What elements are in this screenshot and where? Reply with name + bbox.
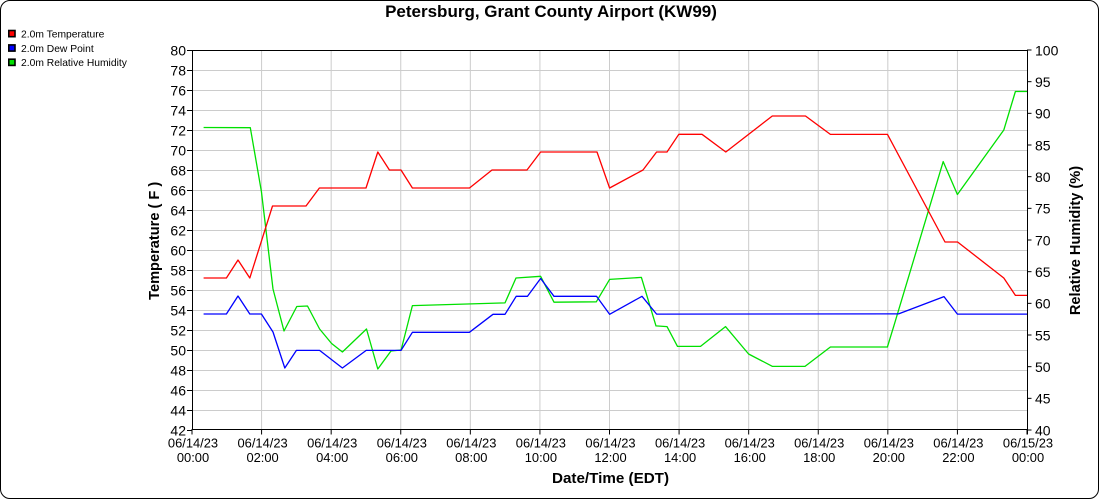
svg-text:76: 76 <box>170 82 186 98</box>
svg-text:50: 50 <box>1035 359 1051 375</box>
svg-text:65: 65 <box>1035 264 1051 280</box>
svg-text:04:00: 04:00 <box>316 450 348 465</box>
svg-text:06/14/23: 06/14/23 <box>933 435 983 450</box>
svg-text:100: 100 <box>1035 42 1059 58</box>
svg-text:68: 68 <box>170 162 186 178</box>
svg-text:06/14/23: 06/14/23 <box>655 435 705 450</box>
svg-text:58: 58 <box>170 262 186 278</box>
svg-text:06:00: 06:00 <box>386 450 418 465</box>
svg-text:06/14/23: 06/14/23 <box>585 435 635 450</box>
svg-text:56: 56 <box>170 282 186 298</box>
svg-text:62: 62 <box>170 222 186 238</box>
svg-text:55: 55 <box>1035 327 1051 343</box>
svg-text:10:00: 10:00 <box>525 450 557 465</box>
svg-text:70: 70 <box>1035 232 1051 248</box>
svg-text:2.0m Relative Humidity: 2.0m Relative Humidity <box>21 58 128 69</box>
svg-text:85: 85 <box>1035 137 1051 153</box>
svg-text:06/14/23: 06/14/23 <box>446 435 496 450</box>
svg-text:06/14/23: 06/14/23 <box>307 435 357 450</box>
svg-text:06/14/23: 06/14/23 <box>377 435 427 450</box>
svg-text:06/14/23: 06/14/23 <box>516 435 566 450</box>
svg-text:70: 70 <box>170 142 186 158</box>
svg-text:06/15/23: 06/15/23 <box>1003 435 1053 450</box>
svg-text:50: 50 <box>170 342 186 358</box>
svg-text:78: 78 <box>170 62 186 78</box>
svg-text:95: 95 <box>1035 74 1051 90</box>
svg-text:80: 80 <box>170 42 186 58</box>
svg-text:48: 48 <box>170 362 186 378</box>
svg-text:60: 60 <box>170 242 186 258</box>
svg-text:08:00: 08:00 <box>455 450 487 465</box>
svg-text:14:00: 14:00 <box>664 450 696 465</box>
svg-text:06/14/23: 06/14/23 <box>168 435 218 450</box>
svg-text:Relative Humidity (%): Relative Humidity (%) <box>1068 166 1084 315</box>
svg-text:72: 72 <box>170 122 186 138</box>
svg-text:12:00: 12:00 <box>594 450 626 465</box>
svg-text:40: 40 <box>1035 422 1051 438</box>
svg-text:2.0m Dew Point: 2.0m Dew Point <box>21 44 94 55</box>
svg-text:22:00: 22:00 <box>942 450 974 465</box>
svg-text:02:00: 02:00 <box>246 450 278 465</box>
svg-text:06/14/23: 06/14/23 <box>864 435 914 450</box>
svg-text:18:00: 18:00 <box>803 450 835 465</box>
svg-text:74: 74 <box>170 102 186 118</box>
svg-text:90: 90 <box>1035 106 1051 122</box>
svg-text:60: 60 <box>1035 296 1051 312</box>
svg-text:44: 44 <box>170 402 186 418</box>
svg-text:80: 80 <box>1035 169 1051 185</box>
svg-text:42: 42 <box>170 422 186 438</box>
svg-text:Temperature ( F ): Temperature ( F ) <box>147 182 163 300</box>
svg-text:16:00: 16:00 <box>734 450 766 465</box>
svg-text:06/14/23: 06/14/23 <box>238 435 288 450</box>
svg-text:00:00: 00:00 <box>177 450 209 465</box>
svg-text:52: 52 <box>170 322 186 338</box>
svg-text:66: 66 <box>170 182 186 198</box>
svg-text:Date/Time (EDT): Date/Time (EDT) <box>552 470 669 487</box>
svg-text:Petersburg, Grant County Airpo: Petersburg, Grant County Airport (KW99) <box>385 2 717 21</box>
svg-text:20:00: 20:00 <box>873 450 905 465</box>
svg-text:45: 45 <box>1035 391 1051 407</box>
svg-text:2.0m Temperature: 2.0m Temperature <box>21 30 105 41</box>
svg-text:00:00: 00:00 <box>1012 450 1044 465</box>
svg-text:06/14/23: 06/14/23 <box>725 435 775 450</box>
svg-text:46: 46 <box>170 382 186 398</box>
svg-text:54: 54 <box>170 302 186 318</box>
svg-text:64: 64 <box>170 202 186 218</box>
svg-text:06/14/23: 06/14/23 <box>794 435 844 450</box>
svg-text:75: 75 <box>1035 201 1051 217</box>
